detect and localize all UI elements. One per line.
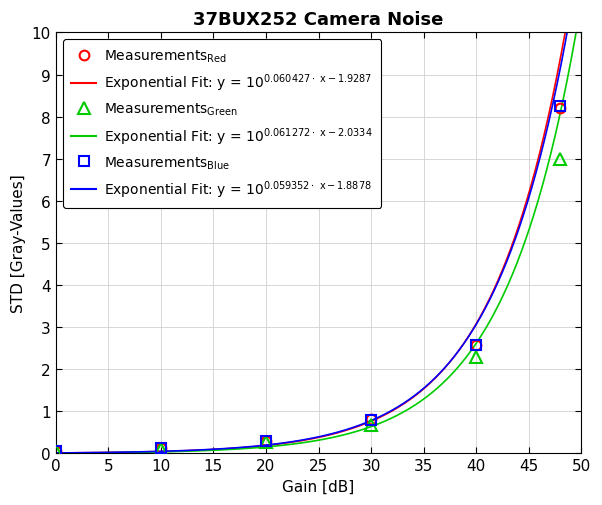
Y-axis label: STD [Gray-Values]: STD [Gray-Values]: [11, 174, 26, 313]
Legend: Measurements$_{\mathregular{Red}}$, Exponential Fit: y = $\mathregular{10}^{\mat: Measurements$_{\mathregular{Red}}$, Expo…: [63, 40, 382, 209]
Title: 37BUX252 Camera Noise: 37BUX252 Camera Noise: [193, 11, 444, 29]
X-axis label: Gain [dB]: Gain [dB]: [282, 479, 355, 494]
